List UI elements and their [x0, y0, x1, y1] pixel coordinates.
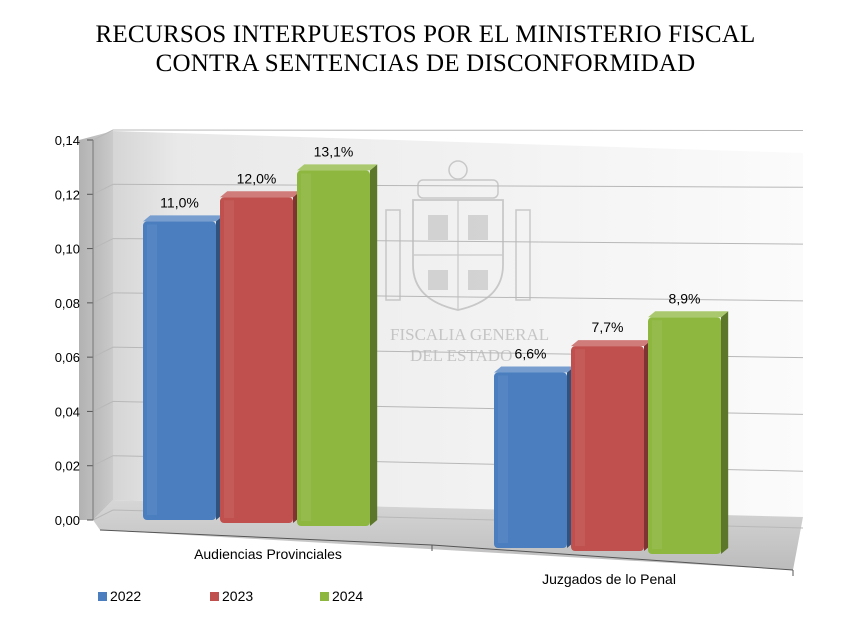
bar — [648, 317, 721, 554]
bar — [143, 221, 216, 520]
y-tick-label: 0,14 — [55, 133, 80, 148]
y-tick-label: 0,08 — [55, 296, 80, 311]
bar — [571, 346, 644, 551]
y-tick-label: 0,04 — [55, 404, 80, 419]
bar-highlight — [575, 349, 585, 546]
chart-title-line: CONTRA SENTENCIAS DE DISCONFORMIDAD — [155, 50, 696, 77]
bar-highlight — [301, 173, 311, 521]
bar-side — [721, 311, 729, 554]
x-category-label: Juzgados de lo Penal — [542, 571, 676, 587]
legend-swatch — [210, 592, 219, 601]
y-tick-label: 0,00 — [55, 513, 80, 528]
watermark: FISCALIA GENERAL DEL ESTADO — [385, 160, 549, 365]
legend-label: 2023 — [222, 588, 253, 604]
chart-title: RECURSOS INTERPUESTOS POR EL MINISTERIO … — [0, 20, 851, 78]
bar-highlight — [652, 320, 662, 549]
bars — [143, 164, 729, 554]
gridline — [92, 129, 804, 141]
side-wall — [79, 131, 113, 520]
bar-highlight — [498, 375, 508, 543]
watermark-line-1: FISCALIA GENERAL — [390, 325, 549, 344]
legend-swatch — [98, 592, 107, 601]
bar — [494, 372, 567, 548]
data-label: 8,9% — [669, 290, 701, 306]
legend-swatch — [320, 592, 329, 601]
gridline — [92, 183, 804, 195]
coat-of-arms-icon — [385, 160, 531, 311]
data-label: 13,1% — [314, 143, 354, 159]
data-labels: 11,0% 12,0% 13,1% 6,6% 7,7% 8,9% — [160, 143, 700, 361]
bar-side — [370, 164, 378, 526]
y-axis: 0,00 0,02 0,04 0,06 0,08 0,10 0,12 0,14 — [55, 133, 94, 528]
x-category-label: Audiencias Provinciales — [194, 546, 342, 562]
bar — [297, 170, 370, 526]
data-label: 6,6% — [515, 345, 547, 361]
chart-title-line: RECURSOS INTERPUESTOS POR EL MINISTERIO … — [95, 21, 756, 48]
bar-top — [494, 366, 575, 373]
bar-top — [143, 215, 224, 222]
watermark-line-2: DEL ESTADO — [410, 346, 512, 365]
gridline — [92, 292, 804, 304]
bar-highlight — [224, 200, 234, 519]
y-tick-label: 0,06 — [55, 350, 80, 365]
legend-label: 2022 — [110, 588, 141, 604]
y-tick-label: 0,12 — [55, 187, 80, 202]
gridline — [92, 238, 804, 250]
data-label: 11,0% — [160, 194, 199, 210]
bar-top — [220, 191, 301, 198]
legend: 2022 2023 2024 — [98, 588, 363, 604]
data-label: 12,0% — [237, 170, 277, 186]
bar — [220, 197, 293, 524]
bar-highlight — [147, 224, 157, 515]
data-label: 7,7% — [592, 319, 624, 335]
bar-top — [648, 311, 729, 318]
x-axis: Audiencias Provinciales Juzgados de lo Pe… — [99, 529, 794, 587]
legend-label: 2024 — [332, 588, 363, 604]
y-tick-label: 0,10 — [55, 242, 80, 257]
bar-top — [571, 340, 652, 347]
bar-top — [297, 164, 378, 171]
y-tick-label: 0,02 — [55, 459, 80, 474]
